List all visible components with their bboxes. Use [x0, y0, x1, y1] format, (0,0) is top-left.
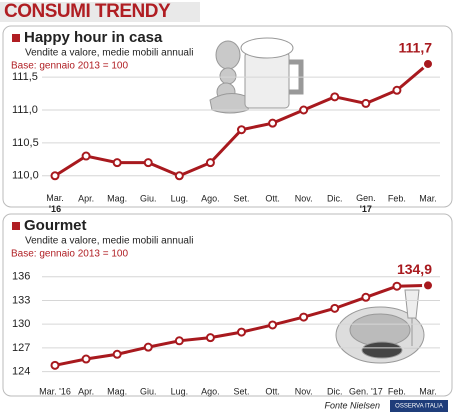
point: [268, 118, 278, 128]
y-tick-label: 133: [12, 294, 30, 306]
x-tick-label: Ott.: [265, 386, 280, 396]
y-tick-label: 110,5: [12, 137, 39, 149]
y-tick-label: 111,5: [12, 71, 38, 83]
x-tick-label: Mar. '16: [39, 386, 71, 396]
point: [50, 171, 60, 181]
value-label: 111,7: [399, 40, 433, 56]
y-tick-label: 127: [12, 342, 30, 354]
bullet: [12, 222, 20, 230]
logo: OSSERVA ITALIA: [395, 404, 443, 410]
chart-base: Base: gennaio 2013 = 100: [11, 249, 128, 260]
x-tick-label: Dic.: [327, 386, 343, 396]
x-tick-label: Mag.: [107, 386, 127, 396]
point: [143, 342, 153, 352]
bullet: [12, 34, 20, 42]
x-tick-label: Feb.: [388, 193, 406, 203]
y-tick-label: 110,0: [12, 170, 39, 182]
panel: [2, 25, 453, 208]
y-tick-label: 111,0: [12, 104, 38, 116]
point: [237, 125, 246, 135]
x-tick-label: Feb.: [388, 386, 406, 396]
x-tick-label: Mag.: [107, 193, 127, 203]
point: [299, 312, 309, 322]
point: [50, 360, 60, 370]
x-tick-label: Set.: [233, 193, 249, 203]
point: [174, 336, 184, 346]
point: [422, 279, 434, 292]
x-tick-label: Ott.: [265, 193, 280, 203]
point: [330, 303, 340, 313]
x-tick-label: Nov.: [295, 386, 313, 396]
chart-title: Happy hour in casa: [24, 29, 163, 46]
beer-icon: [209, 37, 304, 114]
y-tick-label: 124: [12, 366, 30, 378]
x-tick-label: Mar.: [419, 193, 437, 203]
chart-subtitle: Vendite a valore, medie mobili annuali: [25, 236, 193, 247]
panel: [2, 213, 453, 397]
point: [81, 354, 91, 364]
x-tick-label: Mar. '16: [46, 193, 64, 214]
point: [268, 320, 278, 330]
x-tick-label: Apr.: [78, 386, 94, 396]
logo-box: [390, 400, 448, 412]
x-tick-label: Ago.: [201, 386, 220, 396]
point: [237, 327, 246, 337]
x-tick-label: Set.: [233, 386, 249, 396]
value-label: 134,9: [397, 261, 432, 277]
point: [81, 151, 91, 161]
x-tick-label: Lug.: [171, 193, 189, 203]
point: [361, 98, 371, 108]
point: [205, 333, 215, 343]
x-tick-label: Gen. '17: [356, 193, 376, 214]
x-tick-label: Giu.: [140, 193, 157, 203]
chart-title: Gourmet: [24, 217, 87, 234]
point: [143, 158, 153, 168]
point: [299, 105, 309, 115]
point: [330, 92, 340, 102]
x-tick-label: Nov.: [295, 193, 313, 203]
x-tick-label: Mar.: [419, 386, 437, 396]
source: Fonte Nielsen: [324, 400, 380, 410]
main-title: CONSUMI TRENDY: [4, 1, 171, 22]
x-tick-label: Gen. '17: [349, 386, 383, 396]
point: [112, 349, 122, 359]
y-tick-label: 136: [12, 271, 30, 283]
point: [174, 171, 184, 181]
x-tick-label: Giu.: [140, 386, 157, 396]
point: [392, 85, 402, 95]
title-band: [0, 2, 200, 22]
x-tick-label: Ago.: [201, 193, 220, 203]
x-tick-label: Apr.: [78, 193, 94, 203]
chart-base: Base: gennaio 2013 = 100: [11, 61, 128, 72]
point: [392, 281, 402, 291]
point: [361, 292, 371, 302]
point: [422, 57, 434, 70]
x-tick-label: Lug.: [171, 386, 189, 396]
point: [205, 158, 215, 168]
point: [112, 158, 122, 168]
y-tick-label: 130: [12, 318, 30, 330]
chart-subtitle: Vendite a valore, medie mobili annuali: [25, 48, 193, 59]
x-tick-label: Dic.: [327, 193, 343, 203]
